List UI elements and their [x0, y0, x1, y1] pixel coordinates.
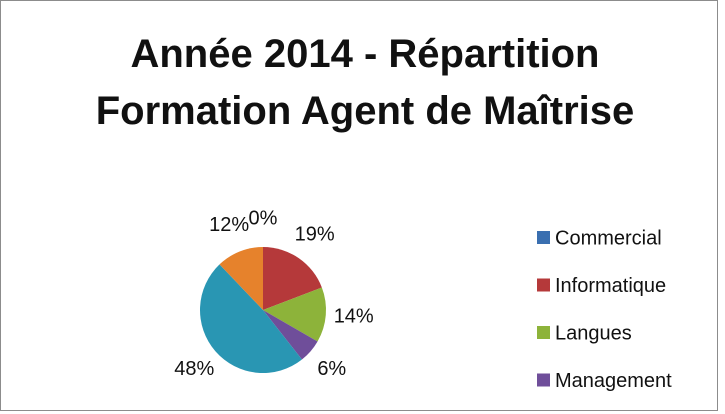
- data-label: 48%: [174, 358, 214, 380]
- data-label: 19%: [295, 223, 335, 245]
- pie-slice: [200, 264, 302, 373]
- pie-slice: [219, 247, 263, 310]
- chart-title: Année 2014 - Répartition Formation Agent…: [95, 32, 635, 133]
- data-label: 14%: [334, 305, 374, 327]
- legend-swatch: [537, 326, 550, 339]
- legend-label: Langues: [555, 322, 632, 344]
- pie-slice: [263, 310, 318, 360]
- data-label: 6%: [317, 358, 346, 380]
- legend-swatch: [537, 231, 550, 244]
- legend-label: Management: [555, 370, 672, 392]
- data-label: 12%: [209, 214, 249, 236]
- legend-swatch: [537, 278, 550, 292]
- data-label: 0%: [249, 207, 278, 229]
- legend-label: Informatique: [555, 275, 666, 297]
- legend-label: Commercial: [555, 227, 662, 249]
- pie-slice: [263, 247, 322, 310]
- pie-slice: [263, 287, 326, 342]
- legend-swatch: [537, 373, 550, 387]
